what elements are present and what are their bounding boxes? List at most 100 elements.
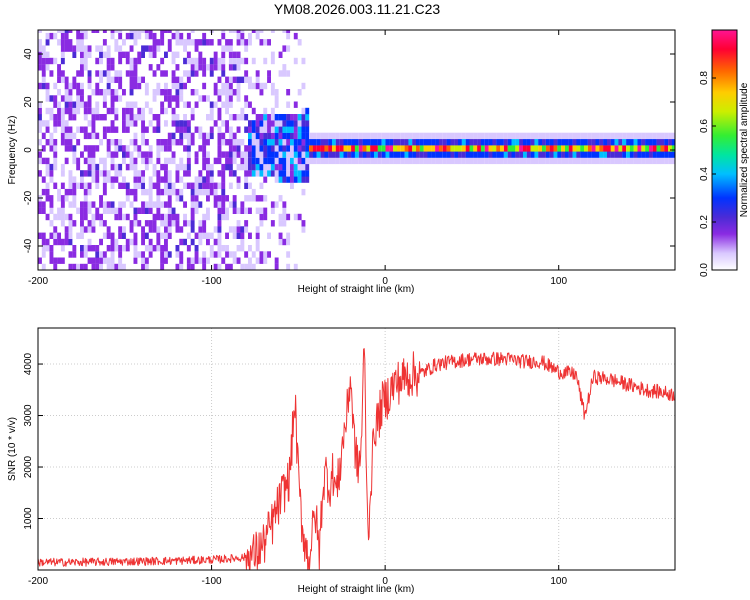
- heatmap-cell: [60, 257, 65, 264]
- heatmap-cell: [649, 132, 653, 140]
- heatmap-cell: [290, 157, 294, 165]
- heatmap-cell: [118, 139, 123, 146]
- heatmap-cell: [60, 126, 65, 133]
- heatmap-cell: [175, 82, 180, 90]
- heatmap-cell: [309, 151, 313, 158]
- heatmap-cell: [83, 263, 88, 270]
- heatmap-cell: [232, 64, 237, 71]
- colorbar: 0.00.20.40.60.8 Normalized spectral ampl…: [699, 29, 750, 277]
- heatmap-cell: [38, 57, 42, 65]
- heatmap-cell: [419, 151, 424, 158]
- heatmap-cell: [641, 139, 646, 146]
- heatmap-cell: [228, 57, 233, 65]
- heatmap-cell: [347, 132, 352, 140]
- heatmap-cell: [175, 245, 180, 252]
- heatmap-cell: [530, 132, 535, 140]
- heatmap-cell: [99, 51, 103, 58]
- heatmap-cell: [206, 114, 210, 121]
- heatmap-cell: [129, 188, 134, 196]
- heatmap-cell: [125, 70, 130, 77]
- heatmap-cell: [328, 139, 333, 146]
- heatmap-cell: [152, 245, 157, 252]
- heatmap-cell: [110, 95, 115, 102]
- heatmap-cell: [175, 126, 180, 133]
- heatmap-cell: [175, 251, 180, 258]
- heatmap-cell: [114, 89, 119, 96]
- heatmap-cell: [339, 145, 344, 152]
- heatmap-cell: [102, 188, 107, 196]
- heatmap-cell: [160, 251, 165, 258]
- heatmap-cell: [122, 232, 126, 239]
- heatmap-cell: [83, 45, 88, 52]
- heatmap-cell: [41, 76, 46, 83]
- heatmap-cell: [125, 238, 130, 246]
- heatmap-cell: [95, 114, 100, 121]
- heatmap-cell: [102, 51, 107, 58]
- heatmap-cell: [221, 45, 226, 52]
- heatmap-cell: [60, 45, 65, 52]
- heatmap-cell: [404, 139, 409, 146]
- heatmap-cell: [206, 182, 210, 189]
- heatmap-cell: [332, 145, 336, 152]
- heatmap-cell: [622, 132, 627, 140]
- heatmap-cell: [263, 207, 268, 214]
- heatmap-cell: [179, 163, 184, 171]
- heatmap-cell: [293, 163, 298, 171]
- heatmap-cell: [91, 120, 96, 127]
- heatmap-cell: [95, 251, 100, 258]
- heatmap-cell: [164, 157, 168, 165]
- heatmap-cell: [102, 163, 107, 171]
- heatmap-cell: [423, 145, 428, 152]
- heatmap-cell: [438, 151, 443, 158]
- heatmap-cell: [278, 145, 283, 152]
- heatmap-cell: [297, 132, 302, 140]
- heatmap-cell: [164, 70, 168, 77]
- heatmap-cell: [236, 232, 241, 239]
- heatmap-cell: [236, 145, 241, 152]
- heatmap-cell: [133, 57, 138, 65]
- heatmap-cell: [232, 114, 237, 121]
- heatmap-cell: [152, 70, 157, 77]
- heatmap-cell: [408, 151, 413, 158]
- heatmap-cell: [83, 207, 88, 214]
- heatmap-cell: [267, 76, 271, 83]
- heatmap-cell: [194, 201, 199, 208]
- heatmap-cell: [358, 132, 363, 140]
- heatmap-cell: [118, 51, 123, 58]
- heatmap-cell: [286, 132, 291, 140]
- heatmap-cell: [255, 226, 260, 233]
- colorbar-tick-label: 0.0: [699, 263, 710, 277]
- heatmap-cell: [286, 70, 291, 77]
- heatmap-cell: [114, 107, 119, 115]
- heatmap-cell: [584, 132, 588, 140]
- heatmap-cell: [244, 163, 249, 171]
- heatmap-cell: [614, 145, 619, 152]
- heatmap-cell: [270, 132, 275, 140]
- heatmap-cell: [637, 132, 642, 140]
- heatmap-cell: [649, 139, 653, 146]
- heatmap-cell: [263, 170, 268, 177]
- heatmap-cell: [175, 226, 180, 233]
- heatmap-cell: [244, 126, 249, 133]
- heatmap-cell: [282, 139, 287, 146]
- heatmap-cell: [175, 114, 180, 121]
- heatmap-cell: [95, 245, 100, 252]
- heatmap-cell: [412, 151, 417, 158]
- heatmap-cell: [293, 145, 298, 152]
- heatmap-cell: [125, 151, 130, 158]
- heatmap-cell: [167, 226, 172, 233]
- heatmap-cell: [465, 157, 470, 165]
- heatmap-cell: [60, 163, 65, 171]
- heatmap-cell: [152, 182, 157, 189]
- heatmap-cell: [270, 207, 275, 214]
- heatmap-cell: [129, 226, 134, 233]
- heatmap-cell: [45, 126, 50, 133]
- heatmap-cell: [339, 157, 344, 165]
- heatmap-cell: [83, 32, 88, 40]
- heatmap-cell: [236, 39, 241, 46]
- heatmap-cell: [129, 82, 134, 90]
- heatmap-cell: [95, 30, 100, 33]
- heatmap-cell: [584, 139, 588, 146]
- heatmap-cell: [114, 151, 119, 158]
- heatmap-cell: [656, 157, 661, 165]
